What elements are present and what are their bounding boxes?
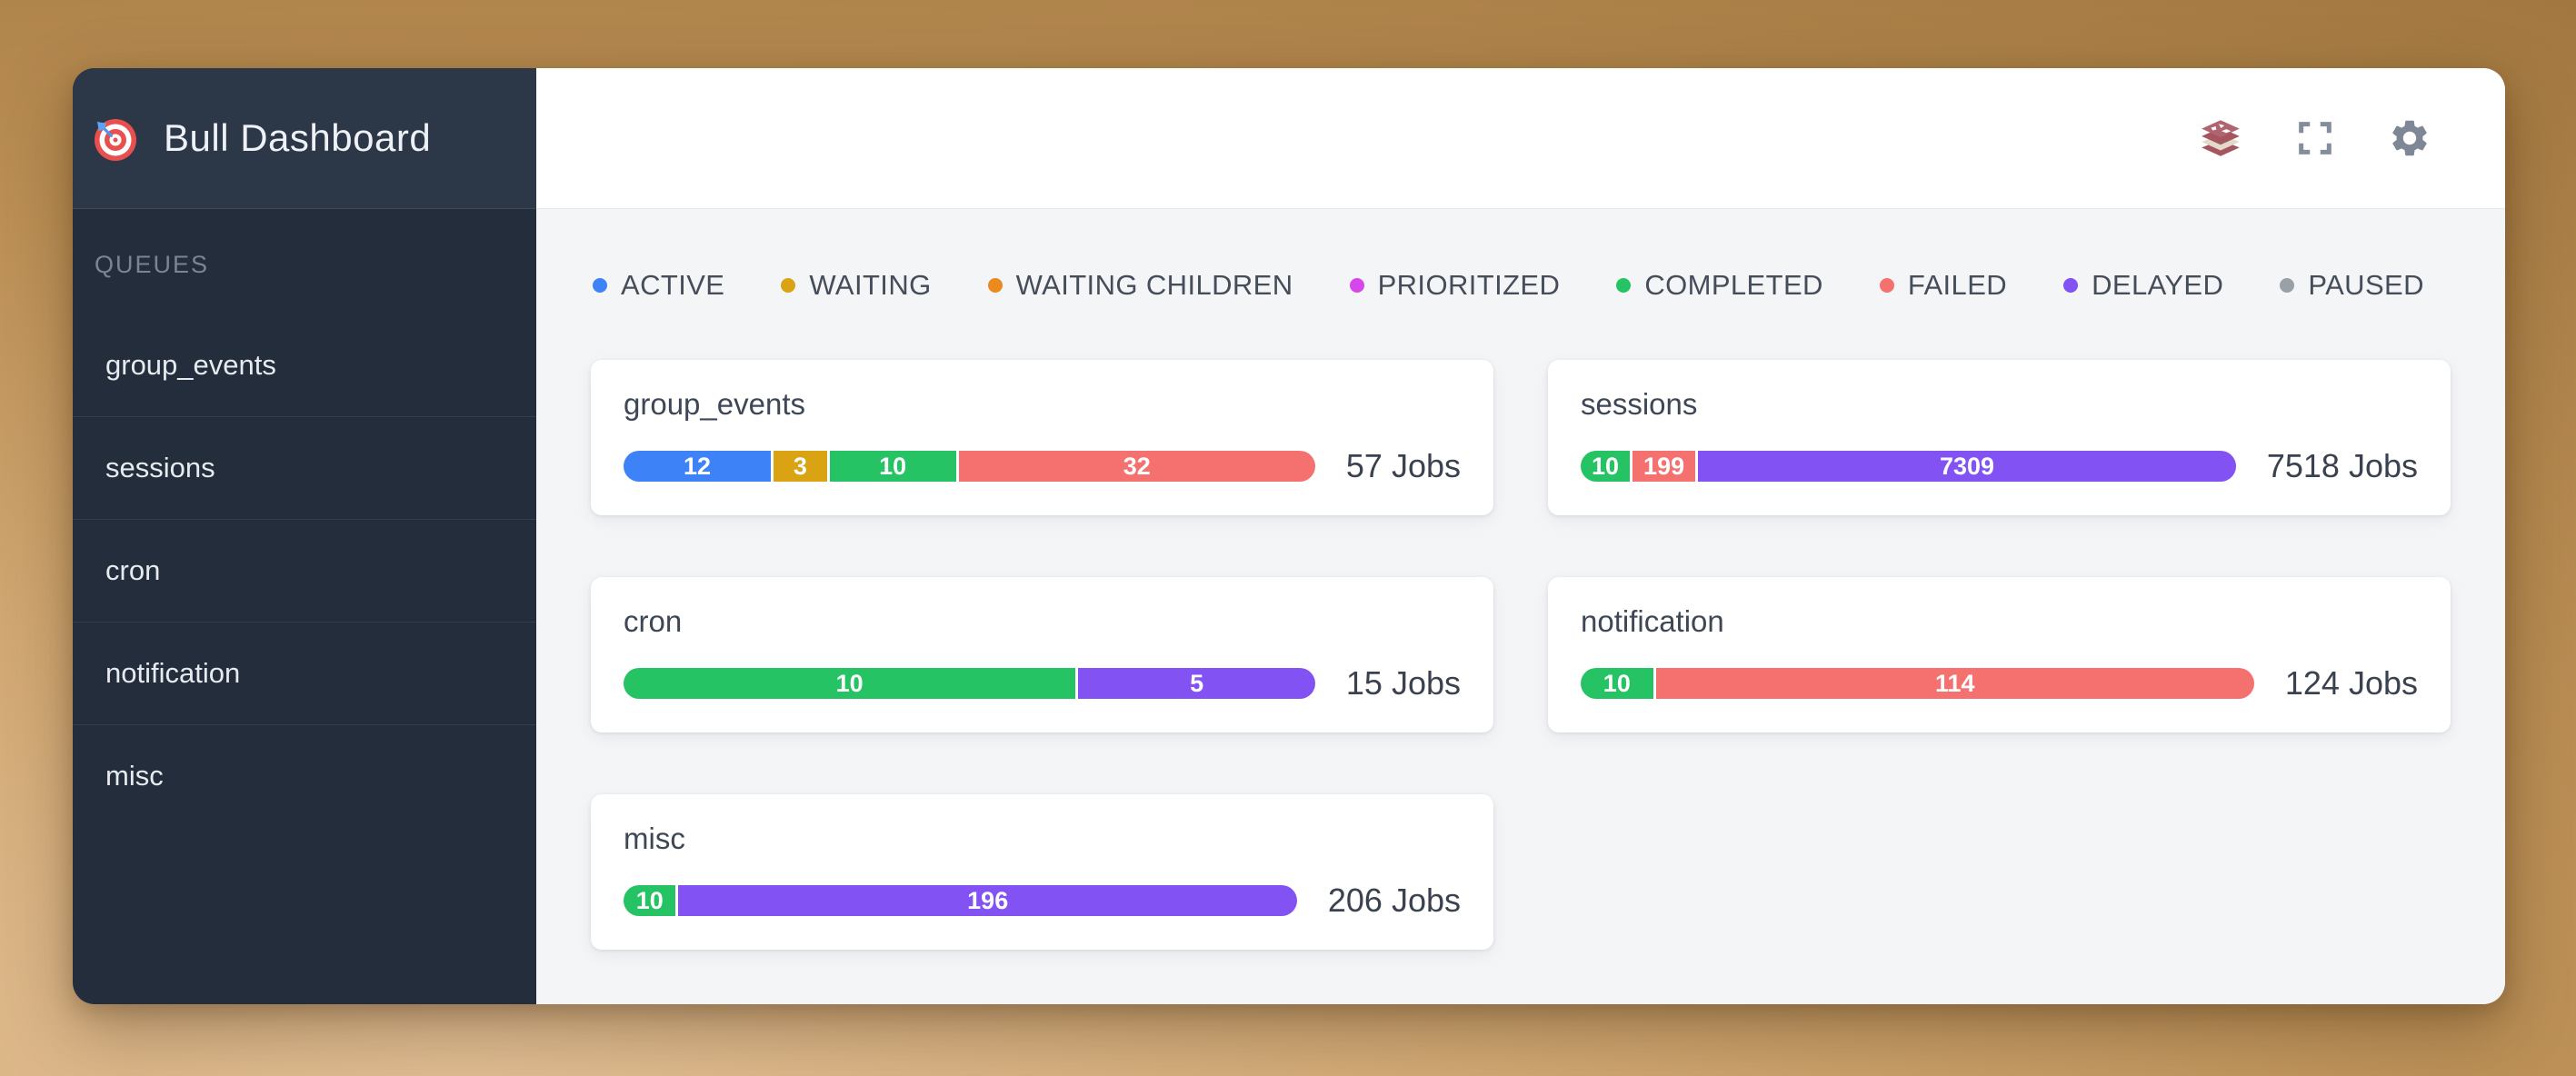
bar-segment-failed: 114 bbox=[1655, 668, 2254, 699]
queue-card-title: group_events bbox=[624, 387, 805, 421]
bar-segment-delayed: 5 bbox=[1078, 668, 1315, 699]
bar-segment-completed: 10 bbox=[1581, 451, 1631, 482]
legend-label: PAUSED bbox=[2308, 269, 2424, 301]
legend-item-active: ACTIVE bbox=[593, 269, 724, 302]
queue-card-grid: group_events 12 3 10 32 57 Jobs sessions 10 199 7… bbox=[591, 360, 2451, 950]
bar-segment-completed: 10 bbox=[1581, 668, 1653, 699]
legend-label: WAITING CHILDREN bbox=[1015, 269, 1293, 301]
jobs-total-label: 7518 Jobs bbox=[2266, 447, 2418, 484]
legend-item-waiting_children: WAITING CHILDREN bbox=[987, 269, 1293, 302]
legend-dot-prioritized bbox=[1349, 278, 1364, 293]
bar-segment-delayed: 7309 bbox=[1698, 451, 2236, 482]
queue-card-title: notification bbox=[1581, 604, 1724, 638]
queue-status-bar: 10 114 bbox=[1581, 668, 2254, 699]
queue-bar-row: 10 199 7309 7518 Jobs bbox=[1581, 447, 2418, 485]
jobs-total-label: 15 Jobs bbox=[1345, 664, 1461, 702]
queue-card-notification[interactable]: notification 10 114 124 Jobs bbox=[1548, 577, 2451, 732]
bar-segment-failed: 32 bbox=[958, 451, 1315, 482]
queue-status-bar: 12 3 10 32 bbox=[624, 451, 1315, 482]
bar-segment-delayed: 196 bbox=[678, 885, 1297, 916]
bar-segment-failed: 199 bbox=[1632, 451, 1696, 482]
legend-dot-paused bbox=[2280, 278, 2295, 293]
queue-status-bar: 10 5 bbox=[624, 668, 1315, 699]
bullseye-logo-icon[interactable] bbox=[93, 114, 142, 163]
fullscreen-icon[interactable] bbox=[2292, 115, 2338, 161]
sidebar-item-notification[interactable]: notification bbox=[73, 622, 536, 724]
queue-bar-row: 10 114 124 Jobs bbox=[1581, 664, 2418, 702]
bar-segment-completed: 10 bbox=[624, 668, 1076, 699]
bar-segment-active: 12 bbox=[624, 451, 772, 482]
bar-segment-waiting: 3 bbox=[774, 451, 827, 482]
queue-card-misc[interactable]: misc 10 196 206 Jobs bbox=[591, 794, 1493, 950]
legend-label: ACTIVE bbox=[621, 269, 725, 301]
legend-dot-waiting bbox=[781, 278, 796, 293]
main-header bbox=[536, 68, 2505, 209]
redis-icon[interactable] bbox=[2198, 115, 2243, 161]
queue-card-group_events[interactable]: group_events 12 3 10 32 57 Jobs bbox=[591, 360, 1493, 515]
legend-label: COMPLETED bbox=[1644, 269, 1823, 301]
queue-card-sessions[interactable]: sessions 10 199 7309 7518 Jobs bbox=[1548, 360, 2451, 515]
status-legend: ACTIVE WAITING WAITING CHILDREN PRIORITIZED… bbox=[593, 269, 2449, 302]
legend-item-completed: COMPLETED bbox=[1616, 269, 1823, 302]
queue-bar-row: 10 196 206 Jobs bbox=[624, 882, 1461, 920]
legend-item-prioritized: PRIORITIZED bbox=[1349, 269, 1561, 302]
legend-dot-failed bbox=[1879, 278, 1894, 293]
legend-dot-completed bbox=[1616, 278, 1632, 293]
legend-item-delayed: DELAYED bbox=[2063, 269, 2223, 302]
bar-segment-completed: 10 bbox=[624, 885, 676, 916]
queue-card-title: misc bbox=[624, 822, 685, 855]
queue-card-title: cron bbox=[624, 604, 683, 638]
sidebar-item-group_events[interactable]: group_events bbox=[105, 348, 276, 381]
bar-segment-completed: 10 bbox=[829, 451, 956, 482]
legend-label: PRIORITIZED bbox=[1377, 269, 1561, 301]
legend-dot-waiting_children bbox=[987, 278, 1003, 293]
queue-card-cron[interactable]: cron 10 5 15 Jobs bbox=[591, 577, 1493, 732]
sidebar-item-sessions[interactable]: sessions bbox=[73, 416, 536, 519]
legend-label: FAILED bbox=[1907, 269, 2008, 301]
sidebar-header: Bull Dashboard bbox=[73, 68, 536, 209]
main-panel: ACTIVE WAITING WAITING CHILDREN PRIORITIZED… bbox=[536, 68, 2505, 1004]
overview-content: ACTIVE WAITING WAITING CHILDREN PRIORITIZED… bbox=[536, 209, 2505, 1004]
legend-item-paused: PAUSED bbox=[2280, 269, 2424, 302]
legend-label: WAITING bbox=[809, 269, 932, 301]
legend-dot-delayed bbox=[2063, 278, 2079, 293]
legend-item-failed: FAILED bbox=[1879, 269, 2008, 302]
queue-status-bar: 10 196 bbox=[624, 885, 1297, 916]
legend-label: DELAYED bbox=[2092, 269, 2224, 301]
settings-icon[interactable] bbox=[2387, 115, 2432, 161]
jobs-total-label: 57 Jobs bbox=[1345, 447, 1461, 484]
app-title: Bull Dashboard bbox=[164, 116, 432, 159]
queue-card-title: sessions bbox=[1581, 387, 1698, 421]
sidebar-item-misc[interactable]: misc bbox=[73, 724, 536, 827]
sidebar-item-cron[interactable]: cron bbox=[73, 519, 536, 622]
queue-bar-row: 10 5 15 Jobs bbox=[624, 664, 1461, 702]
jobs-total-label: 206 Jobs bbox=[1327, 882, 1461, 919]
legend-dot-active bbox=[593, 278, 607, 293]
queue-status-bar: 10 199 7309 bbox=[1581, 451, 2236, 482]
jobs-total-label: 124 Jobs bbox=[2284, 664, 2418, 702]
queue-bar-row: 12 3 10 32 57 Jobs bbox=[624, 447, 1461, 485]
queue-nav: group_events sessions cron notification misc bbox=[73, 314, 536, 827]
queues-section-label: QUEUES bbox=[95, 251, 210, 278]
legend-item-waiting: WAITING bbox=[781, 269, 931, 302]
